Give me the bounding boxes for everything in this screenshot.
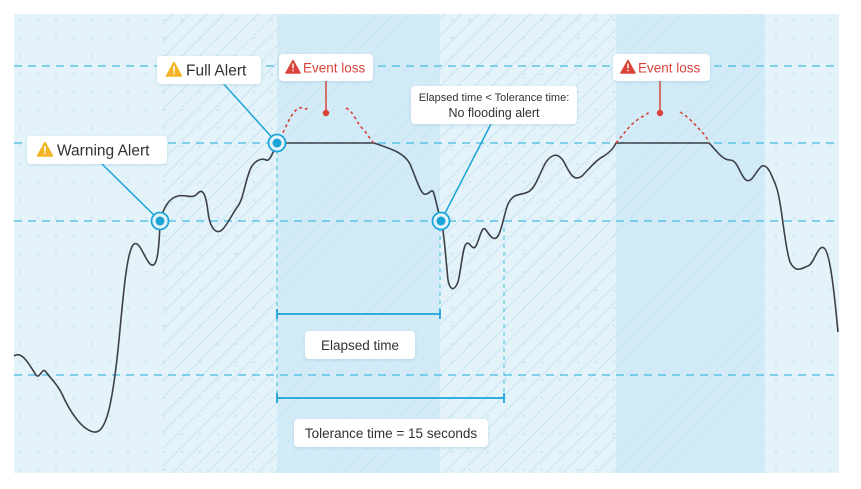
event-loss-pointers — [322, 80, 664, 117]
tolerance-time-text: Tolerance time = 15 seconds — [305, 426, 477, 441]
elapsed-time-bracket — [276, 309, 441, 319]
warning-alert-marker — [150, 211, 170, 231]
error-triangle-icon — [285, 59, 301, 74]
time-guides — [276, 150, 505, 402]
elapsed-time-text: Elapsed time — [321, 338, 399, 353]
hatched-band — [162, 14, 277, 473]
signal-curve — [13, 142, 839, 433]
alert-markers — [150, 133, 451, 231]
no-flood-marker — [431, 211, 451, 231]
full-alert-text: Full Alert — [186, 63, 247, 80]
no-flooding-label — [411, 86, 577, 124]
event-loss-text-1: Event loss — [303, 61, 366, 76]
event-loss-curves — [276, 106, 710, 144]
warning-triangle-icon — [36, 141, 54, 157]
warning-triangle-icon — [165, 61, 183, 77]
tolerance-time-label — [294, 419, 488, 447]
elapsed-time-label — [305, 331, 415, 359]
full-alert-marker — [267, 133, 287, 153]
warning-alert-text: Warning Alert — [57, 143, 150, 160]
callout-leaders — [99, 81, 493, 222]
warning-alert-label — [27, 136, 167, 164]
no-flooding-text-line1: Elapsed time < Tolerance time: — [419, 92, 570, 104]
event-loss-label-1 — [279, 54, 373, 81]
no-flooding-text-line2: No flooding alert — [448, 106, 540, 120]
tolerance-time-bracket — [276, 393, 505, 403]
error-triangle-icon — [620, 59, 636, 74]
full-alert-label — [157, 56, 261, 84]
event-loss-text-2: Event loss — [638, 61, 701, 76]
event-loss-label-2 — [613, 54, 710, 81]
